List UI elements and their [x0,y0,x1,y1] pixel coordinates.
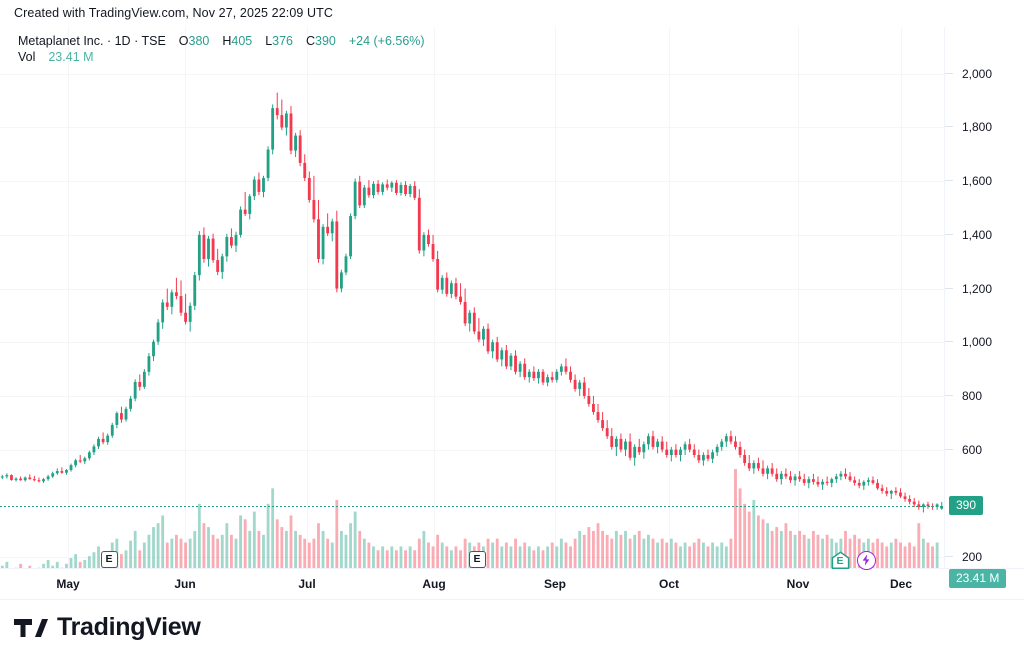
price-tick-label: 1,000 [945,335,1024,349]
price-tick-dash [945,341,953,343]
price-tick-label: 600 [945,443,1024,457]
price-tick-label: 200 [945,550,1024,564]
earnings-marker-icon[interactable]: E [100,551,118,568]
time-tick-label-dec: Dec [889,577,913,591]
time-tick-label-jun: Jun [174,577,196,591]
chart-container[interactable]: Metaplanet Inc. · 1D · TSE O380 H405 L37… [0,27,1024,600]
price-tick-dash [945,180,953,182]
time-tick-label-oct: Oct [658,577,680,591]
chart-plot-area[interactable] [0,27,944,568]
price-tick-label: 1,600 [945,174,1024,188]
time-tick-label-sep: Sep [543,577,567,591]
price-scale[interactable]: 2,000 1,800 1,600 1,400 1,200 1,000 800 600 200 3… [944,27,1024,588]
price-tick-dash [945,287,953,289]
earnings-upcoming-marker-icon[interactable]: E [831,551,850,570]
price-tick-label: 1,400 [945,228,1024,242]
price-tick-label: 1,200 [945,282,1024,296]
logo-mark-icon [14,618,48,637]
attribution-text: Created with TradingView.com, Nov 27, 20… [14,6,334,20]
time-tick-label-may: May [56,577,80,591]
price-tick-dash [945,448,953,450]
time-tick-label-jul: Jul [298,577,316,591]
price-tick-dash [945,556,953,557]
tradingview-logo: TradingView [14,613,201,642]
price-tick-dash [945,394,953,396]
last-price-badge[interactable]: 390 [949,496,984,516]
time-tick-label-aug: Aug [422,577,446,591]
chart-gridlines [0,27,944,568]
earnings-marker-icon[interactable]: E [468,551,486,568]
price-tick-label: 1,800 [945,120,1024,134]
price-tick-label: 800 [945,389,1024,403]
price-tick-dash [945,233,953,235]
price-tick-label: 2,000 [945,67,1024,81]
price-tick-dash [945,72,953,74]
time-tick-label-nov: Nov [786,577,810,591]
time-scale[interactable]: May Jun Jul Aug Sep Oct Nov Dec [0,568,1024,600]
candlestick-series [0,92,944,568]
volume-value-badge[interactable]: 23.41 M [949,568,1007,588]
price-tick-dash [945,126,953,128]
logo-wordmark: TradingView [57,613,201,641]
event-bolt-icon[interactable] [856,551,876,570]
